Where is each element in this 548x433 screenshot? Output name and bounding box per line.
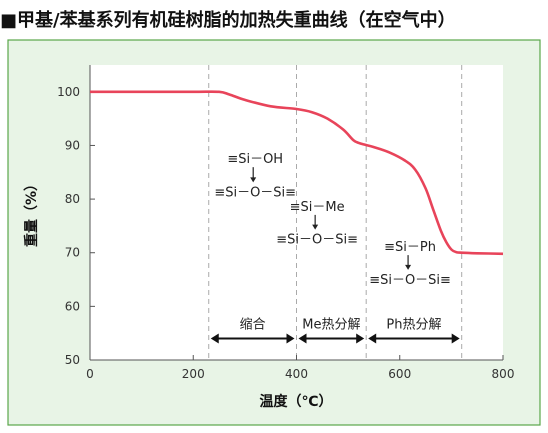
region-arrow: 缩合 xyxy=(210,317,295,344)
x-tick-label: 200 xyxy=(182,367,205,381)
region-arrow: Ph热分解 xyxy=(368,318,460,344)
y-tick-label: 90 xyxy=(65,138,80,152)
reaction-annotation: ≡Si－Ph ≡Si－O－Si≡ xyxy=(369,240,451,288)
axes xyxy=(89,65,504,361)
product-label: ≡Si－O－Si≡ xyxy=(276,233,358,248)
reaction-annotations: ≡Si－OH≡Si－O－Si≡≡Si－Me≡Si－O－Si≡≡Si－Ph≡Si－… xyxy=(214,152,451,288)
arrow-down-icon xyxy=(312,224,319,230)
x-tick-label: 600 xyxy=(388,367,411,381)
reactant-label: ≡Si－Me xyxy=(290,200,345,215)
arrow-down-icon xyxy=(405,264,412,270)
reaction-annotation: ≡Si－Me ≡Si－O－Si≡ xyxy=(276,200,358,248)
region-label: Me热分解 xyxy=(302,318,360,333)
region-arrow: Me热分解 xyxy=(298,318,365,344)
guide-lines xyxy=(208,65,463,360)
y-tick-label: 70 xyxy=(65,246,80,260)
x-tick-label: 400 xyxy=(285,367,308,381)
x-tick-label: 0 xyxy=(86,367,94,381)
tick-labels: 50 60 70 80 90 100 0 200 400 600 800 xyxy=(57,85,514,381)
product-label: ≡Si－O－Si≡ xyxy=(214,185,296,200)
region-label: Ph热分解 xyxy=(386,318,441,333)
reactant-label: ≡Si－Ph xyxy=(384,240,436,255)
weight-curve xyxy=(90,90,504,256)
region-arrows: 缩合 Me热分解 Ph热分解 xyxy=(210,317,460,344)
x-axis-label: 温度（℃） xyxy=(260,393,333,410)
y-tick-label: 80 xyxy=(65,192,80,206)
x-tick-label: 800 xyxy=(492,367,515,381)
arrow-down-icon xyxy=(250,177,257,183)
reactant-label: ≡Si－OH xyxy=(227,152,283,167)
region-label: 缩合 xyxy=(240,317,266,333)
y-tick-label: 100 xyxy=(57,85,80,99)
page-title: ■甲基/苯基系列有机硅树脂的加热失重曲线（在空气中） xyxy=(0,10,456,31)
reaction-annotation: ≡Si－OH ≡Si－O－Si≡ xyxy=(214,152,296,200)
y-axis-label: 重量（%） xyxy=(23,177,40,247)
y-tick-label: 60 xyxy=(65,299,80,313)
y-tick-label: 50 xyxy=(65,353,80,367)
product-label: ≡Si－O－Si≡ xyxy=(369,273,451,288)
